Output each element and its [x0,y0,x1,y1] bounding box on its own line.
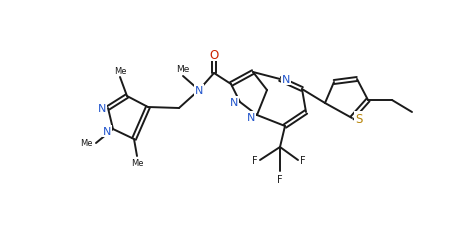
Text: N: N [195,86,203,96]
Text: Me: Me [81,139,93,148]
Text: O: O [210,48,219,61]
Text: Me: Me [131,158,143,167]
Text: Me: Me [114,67,126,76]
Text: F: F [252,155,258,165]
Text: S: S [355,112,362,125]
Text: N: N [97,104,106,114]
Text: F: F [277,174,283,184]
Text: N: N [247,113,255,122]
Text: Me: Me [176,65,190,74]
Text: N: N [230,98,238,108]
Text: N: N [282,75,291,85]
Text: F: F [300,155,306,165]
Text: N: N [103,126,111,136]
